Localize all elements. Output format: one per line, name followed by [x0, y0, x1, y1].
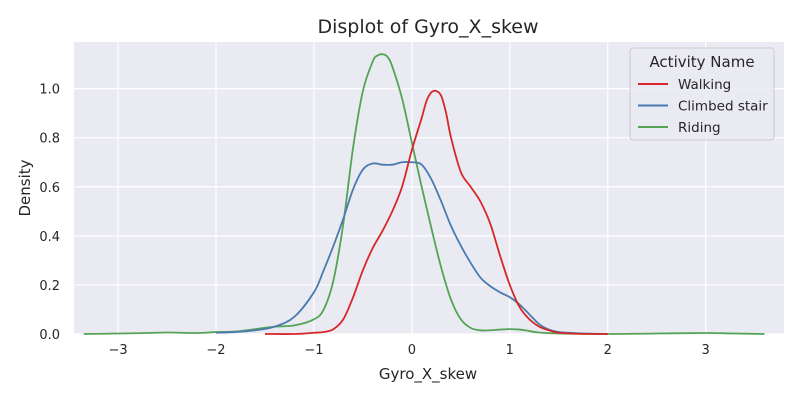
x-tick-label: 3	[702, 343, 710, 358]
chart-title: Displot of Gyro_X_skew	[317, 16, 538, 38]
x-axis-title: Gyro_X_skew	[379, 365, 477, 384]
x-tick-label: 2	[604, 343, 612, 358]
legend-title: Activity Name	[649, 53, 754, 71]
x-tick-label: −2	[206, 343, 225, 358]
series-lines	[83, 53, 765, 335]
y-tick-label: 0.2	[39, 279, 60, 294]
legend-entry: Climbed stair	[678, 99, 768, 115]
series-line-climbed-stair	[215, 161, 608, 335]
y-tick-label: 1.0	[39, 83, 60, 98]
y-tick-labels: 0.0 0.2 0.4 0.6 0.8 1.0	[39, 83, 60, 343]
series-line-walking	[264, 89, 608, 335]
y-tick-label: 0.4	[39, 230, 60, 245]
x-tick-label: −1	[304, 343, 323, 358]
y-tick-label: 0.0	[39, 328, 60, 343]
x-tick-label: −3	[108, 343, 127, 358]
y-tick-label: 0.6	[39, 181, 60, 196]
legend-entry: Riding	[678, 120, 721, 136]
y-axis-title: Density	[16, 159, 34, 216]
series-line-riding	[83, 53, 765, 335]
y-tick-label: 0.8	[39, 132, 60, 147]
x-tick-labels: −3 −2 −1 0 1 2 3	[108, 343, 709, 358]
grid-lines	[74, 42, 784, 335]
legend-entry: Walking	[678, 77, 731, 93]
x-tick-label: 0	[408, 343, 416, 358]
x-tick-label: 1	[506, 343, 514, 358]
legend: Activity Name Walking Climbed stair Riding	[629, 47, 775, 141]
legend-box	[629, 47, 775, 141]
